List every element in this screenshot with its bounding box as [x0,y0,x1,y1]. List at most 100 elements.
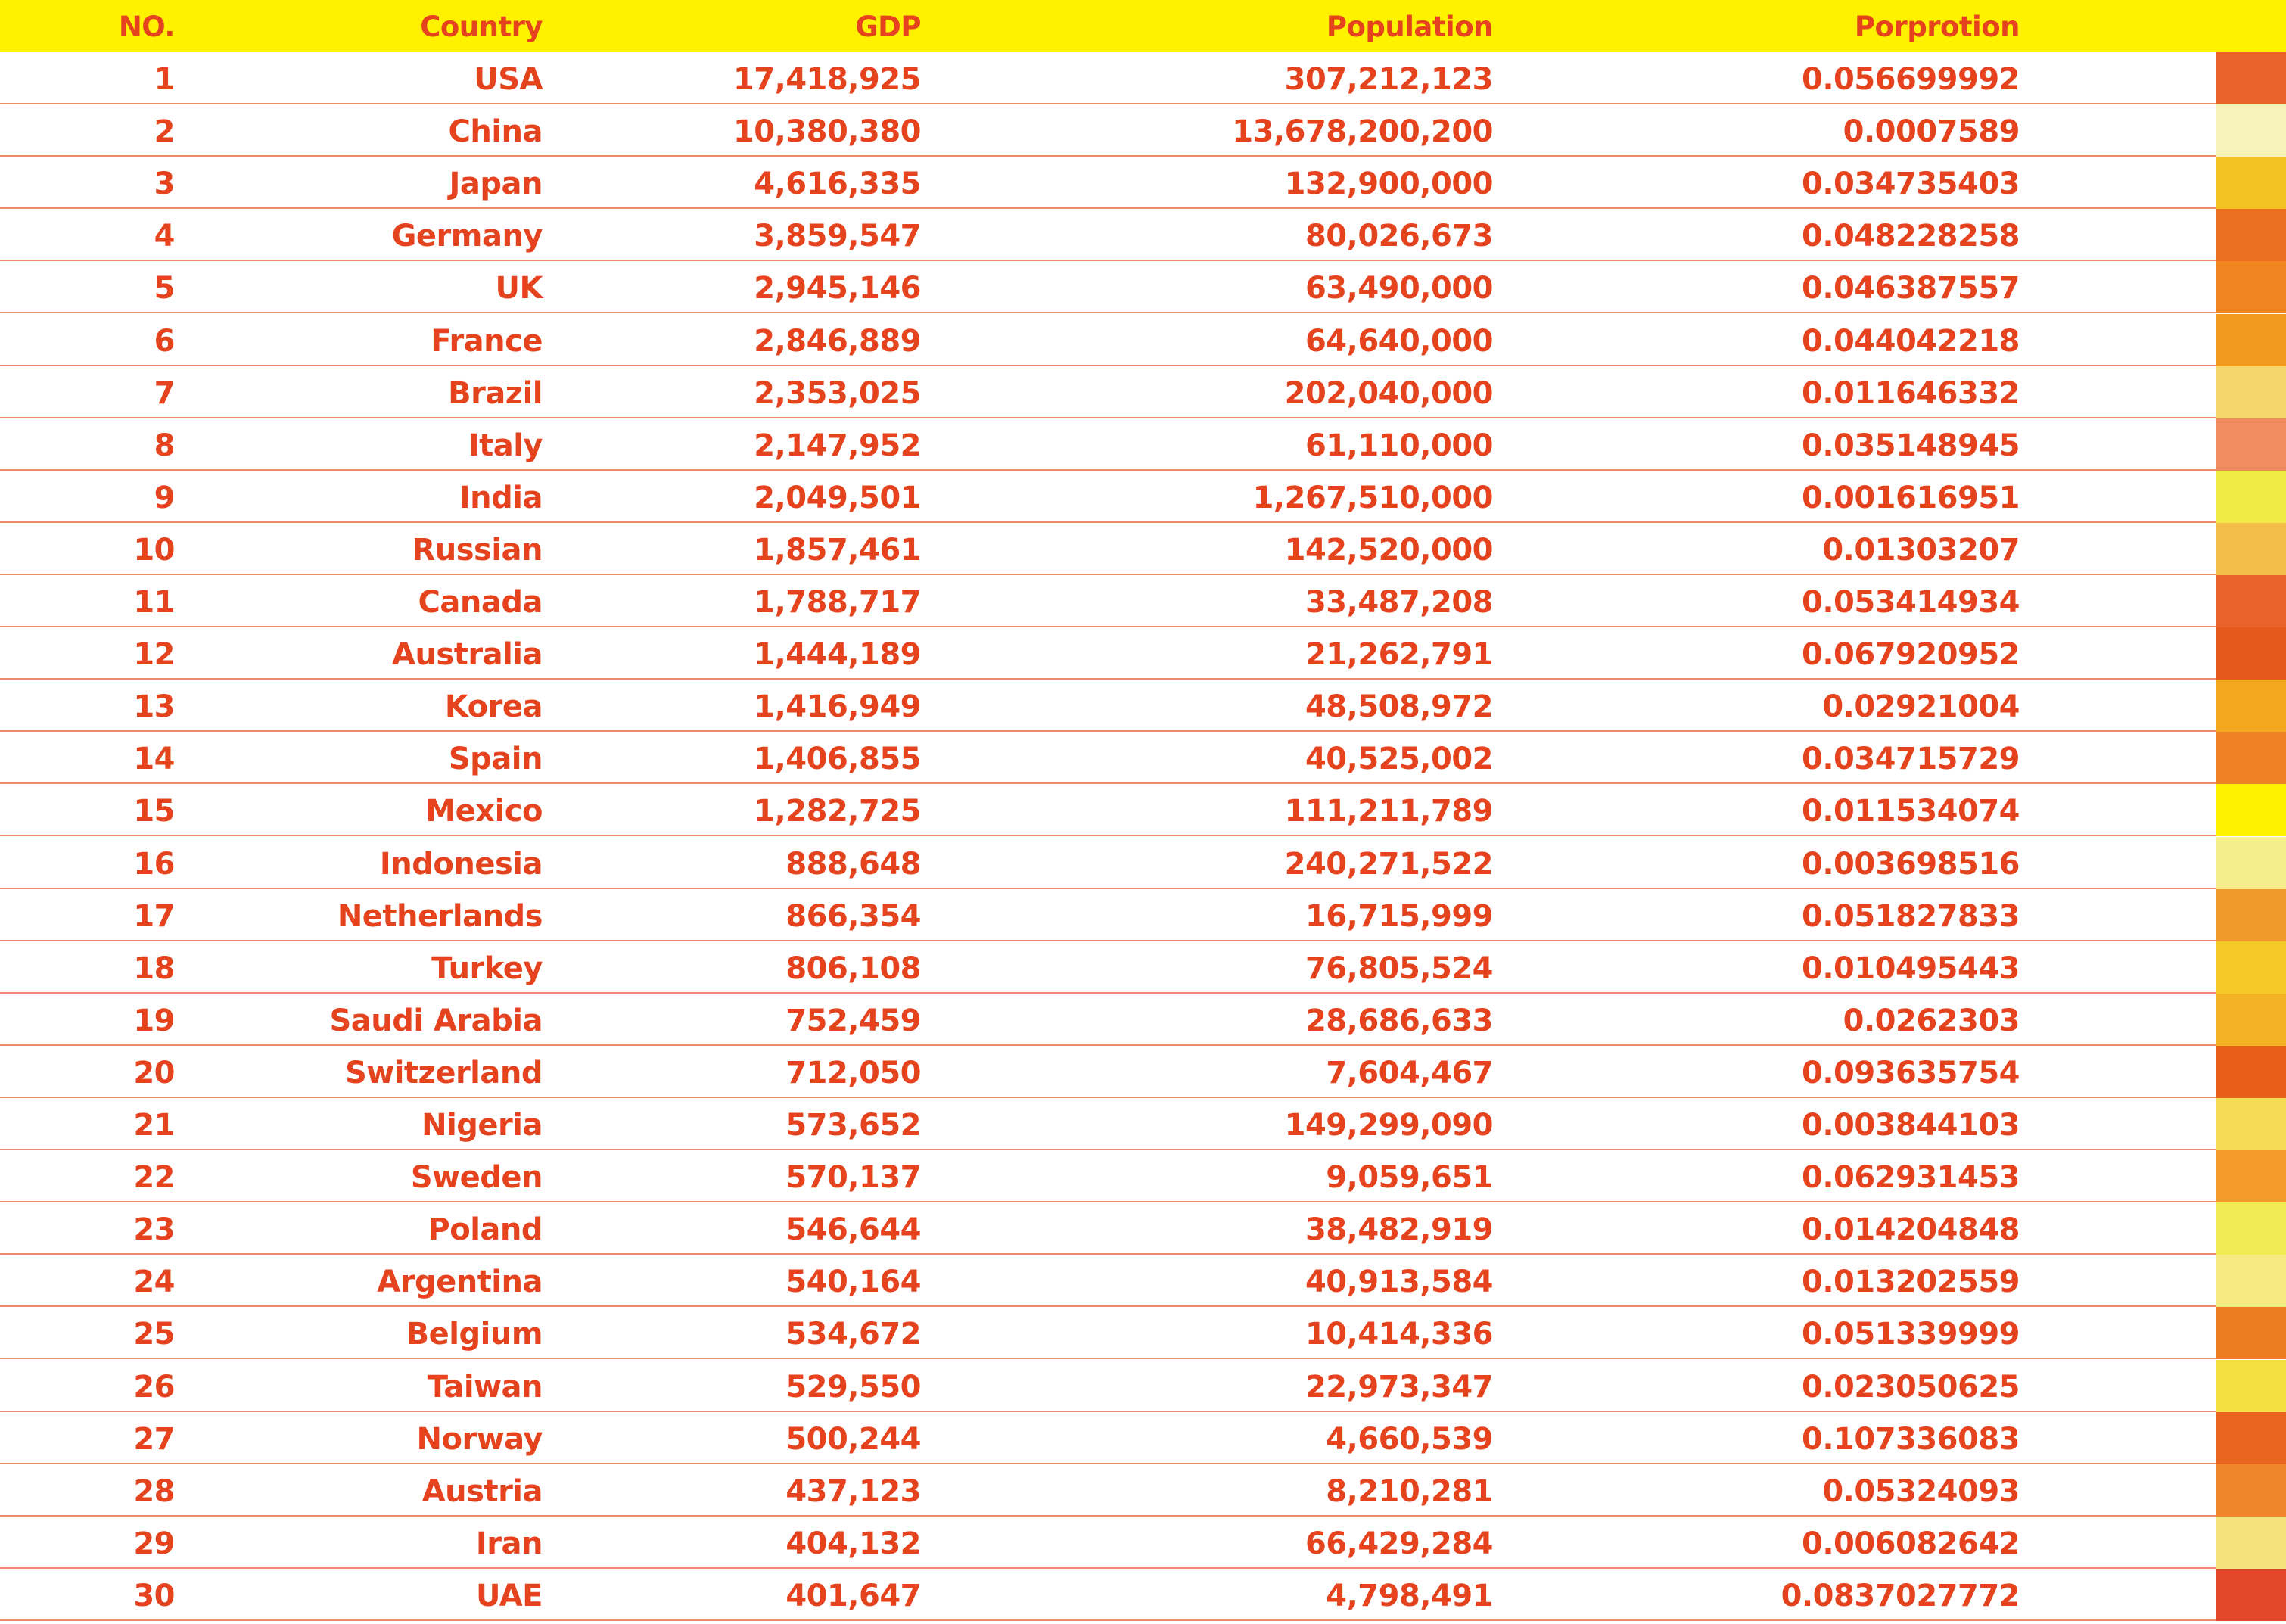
cell-population: 8,210,281 [1326,1473,1493,1509]
cell-country: Poland [428,1212,543,1248]
cell-gdp: 529,550 [785,1369,921,1405]
cell-proportion: 0.056699992 [1801,62,2020,97]
cell-population: 7,604,467 [1326,1055,1493,1090]
table-row: 1 USA 17,418,925 307,212,123 0.056699992 [0,52,2286,104]
cell-gdp: 4,616,335 [754,166,921,202]
row-divider [0,521,2216,523]
proportion-color-swatch [2216,522,2286,575]
cell-country: Norway [416,1421,543,1457]
cell-no: 28 [133,1473,175,1509]
header-population: Population [1326,11,1494,43]
row-divider [0,1566,2216,1569]
cell-proportion: 0.003844103 [1801,1108,2020,1143]
cell-population: 149,299,090 [1284,1108,1494,1143]
proportion-color-swatch [2216,1255,2286,1308]
proportion-color-swatch [2216,418,2286,471]
cell-no: 16 [133,846,175,882]
cell-population: 63,490,000 [1305,271,1494,306]
cell-population: 76,805,524 [1305,950,1494,986]
cell-gdp: 1,857,461 [754,532,921,568]
cell-no: 14 [133,742,175,777]
proportion-color-swatch [2216,1411,2286,1464]
row-divider [0,1201,2216,1203]
proportion-color-swatch [2216,313,2286,366]
cell-gdp: 1,444,189 [754,637,921,673]
table-row: 25 Belgium 534,672 10,414,336 0.051339999 [0,1307,2286,1360]
proportion-color-swatch [2216,1307,2286,1360]
table-row: 14 Spain 1,406,855 40,525,002 0.034715729 [0,732,2286,785]
cell-population: 80,026,673 [1305,219,1494,254]
cell-proportion: 0.011646332 [1801,375,2020,411]
row-divider [0,103,2216,104]
row-divider [0,364,2216,366]
cell-no: 30 [133,1578,175,1613]
cell-no: 27 [133,1421,175,1457]
cell-gdp: 806,108 [785,950,921,986]
cell-population: 22,973,347 [1305,1369,1494,1405]
row-divider [0,835,2216,837]
cell-proportion: 0.051339999 [1801,1317,2020,1352]
cell-proportion: 0.01303207 [1822,532,2020,568]
cell-no: 20 [133,1055,175,1090]
cell-no: 23 [133,1212,175,1248]
cell-country: Saudi Arabia [329,1003,543,1038]
cell-gdp: 534,672 [785,1317,921,1352]
cell-gdp: 2,147,952 [754,428,921,463]
cell-country: Belgium [406,1317,543,1352]
cell-proportion: 0.107336083 [1801,1421,2020,1457]
cell-proportion: 0.014204848 [1801,1212,2020,1248]
row-divider [0,1096,2216,1098]
cell-population: 4,660,539 [1326,1421,1493,1457]
table-row: 11 Canada 1,788,717 33,487,208 0.053414934 [0,575,2286,627]
row-divider [0,678,2216,680]
proportion-color-swatch [2216,1464,2286,1517]
table-row: 16 Indonesia 888,648 240,271,522 0.003698516 [0,836,2286,889]
header-no: NO. [118,11,176,43]
cell-gdp: 2,353,025 [754,375,921,411]
cell-country: Switzerland [344,1055,543,1090]
cell-country: Sweden [410,1160,543,1196]
cell-country: Japan [449,166,543,202]
cell-no: 25 [133,1317,175,1352]
cell-proportion: 0.010495443 [1801,950,2020,986]
cell-country: Spain [448,742,543,777]
cell-population: 202,040,000 [1284,375,1494,411]
cell-gdp: 712,050 [785,1055,921,1090]
cell-gdp: 17,418,925 [732,62,922,97]
cell-country: Austria [421,1473,543,1509]
table-row: 23 Poland 546,644 38,482,919 0.014204848 [0,1202,2286,1255]
table-row: 19 Saudi Arabia 752,459 28,686,633 0.0262303 [0,993,2286,1046]
cell-no: 10 [133,532,175,568]
cell-country: France [431,323,543,359]
row-divider [0,1358,2216,1360]
table-row: 21 Nigeria 573,652 149,299,090 0.003844103 [0,1098,2286,1150]
cell-proportion: 0.02921004 [1822,689,2020,725]
table-row: 3 Japan 4,616,335 132,900,000 0.034735403 [0,157,2286,210]
table-row: 18 Turkey 806,108 76,805,524 0.010495443 [0,941,2286,994]
cell-proportion: 0.067920952 [1801,637,2020,673]
cell-proportion: 0.011534074 [1801,794,2020,829]
cell-population: 9,059,651 [1326,1160,1493,1196]
cell-gdp: 2,945,146 [754,271,921,306]
table-row: 15 Mexico 1,282,725 111,211,789 0.011534074 [0,784,2286,837]
cell-population: 1,267,510,000 [1252,480,1494,515]
cell-country: Germany [391,219,543,254]
cell-population: 64,640,000 [1305,323,1494,359]
table-header: NO. Country GDP Population Porprotion [0,0,2286,52]
row-divider [0,573,2216,575]
proportion-color-swatch [2216,1202,2286,1255]
cell-proportion: 0.035148945 [1801,428,2020,463]
proportion-color-swatch [2216,575,2286,627]
cell-no: 17 [133,898,175,934]
cell-proportion: 0.051827833 [1801,898,2020,934]
cell-country: Canada [418,585,543,620]
cell-population: 10,414,336 [1305,1317,1494,1352]
header-gdp: GDP [855,11,921,43]
cell-gdp: 888,648 [785,846,921,882]
proportion-color-swatch [2216,470,2286,523]
cell-proportion: 0.053414934 [1801,585,2020,620]
cell-population: 38,482,919 [1305,1212,1494,1248]
cell-no: 8 [154,428,176,463]
cell-country: Iran [475,1526,543,1561]
